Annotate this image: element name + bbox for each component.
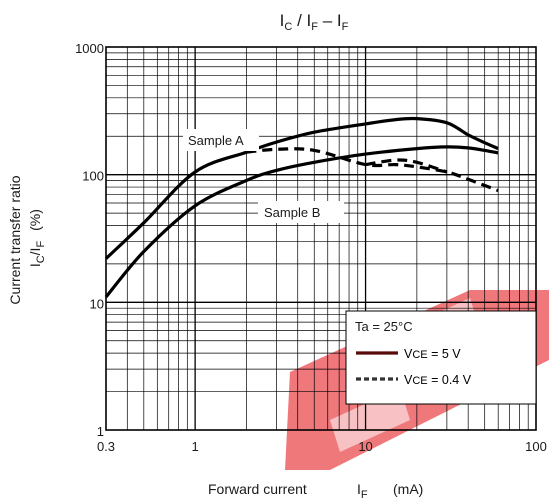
y-axis-label-line2: IC/IF (27, 241, 47, 268)
y-axis-label: Current transfer ratio IC/IF (%) (7, 175, 47, 304)
series-layer (104, 116, 499, 299)
annotation-sample-a-text: Sample A (188, 133, 244, 148)
x-tick-label-3: 100 (525, 439, 547, 454)
x-axis-label-main: Forward current (208, 481, 307, 497)
legend-entry-vce-5-sym: V (404, 347, 413, 361)
y-axis-label-sep: /I (27, 248, 43, 256)
y-axis-label-sym1: I (27, 263, 43, 267)
title-part-c: – I (318, 11, 342, 30)
x-tick-label-0: 0.3 (97, 439, 115, 454)
x-tick-label-1: 1 (192, 439, 199, 454)
title-sub-a: C (284, 21, 292, 33)
y-tick-label-3: 1000 (75, 41, 104, 56)
legend-entry-vce-5: VCE = 5 V (404, 347, 461, 361)
y-axis-label-sub2: F (35, 241, 47, 248)
annotation-sample-a: Sample A (183, 129, 259, 151)
title-part-a: I (280, 11, 285, 30)
legend-box (345, 310, 537, 405)
annotation-sample-b: Sample B (258, 201, 344, 223)
legend-entry-vce-04-rest: = 0.4 V (428, 373, 472, 387)
annotation-sample-a-bg (183, 129, 259, 151)
y-axis-label-unit: (%) (27, 209, 43, 231)
series-sample-b-vce-5 (104, 145, 499, 299)
legend: Ta = 25°C VCE = 5 V VCE = 0.4 V (345, 310, 537, 405)
x-tick-labels: 0.3 1 10 100 (97, 439, 547, 454)
series-sample-a-vce-5 (104, 116, 499, 260)
x-tick-label-2: 10 (358, 439, 372, 454)
legend-entry-vce-04: VCE = 0.4 V (404, 373, 472, 387)
series-sample-a-vce-0-4 (246, 147, 499, 193)
x-axis-label: Forward current IF (mA) (208, 481, 423, 501)
legend-entry-vce-04-sym: V (404, 373, 413, 387)
x-axis-label-sub: F (361, 489, 368, 501)
legend-ta: Ta = 25°C (355, 319, 413, 334)
title-sub-b: F (311, 21, 318, 33)
legend-entry-vce-5-sub: CE (412, 349, 427, 361)
x-axis-label-sym: I (357, 481, 361, 497)
title-part-b: / I (292, 11, 311, 30)
y-axis-label-line1: Current transfer ratio (7, 175, 23, 304)
y-tick-labels: 1 10 100 1000 (75, 41, 104, 439)
y-tick-label-0: 1 (97, 424, 104, 439)
y-tick-label-1: 10 (90, 296, 104, 311)
annotation-sample-b-bg (258, 201, 344, 223)
annotation-sample-b-text: Sample B (264, 205, 320, 220)
x-axis-label-unit: (mA) (393, 481, 423, 497)
y-tick-label-2: 100 (82, 169, 104, 184)
title-sub-c: F (342, 21, 349, 33)
plot-frame (105, 46, 537, 431)
legend-entry-vce-5-rest: = 5 V (428, 347, 462, 361)
legend-entry-vce-04-sub: CE (412, 375, 427, 387)
y-axis-label-sub1: C (35, 255, 47, 263)
series-sample-b-vce-0-4 (365, 158, 448, 174)
chart-title: IC / IF – IF (280, 11, 349, 33)
